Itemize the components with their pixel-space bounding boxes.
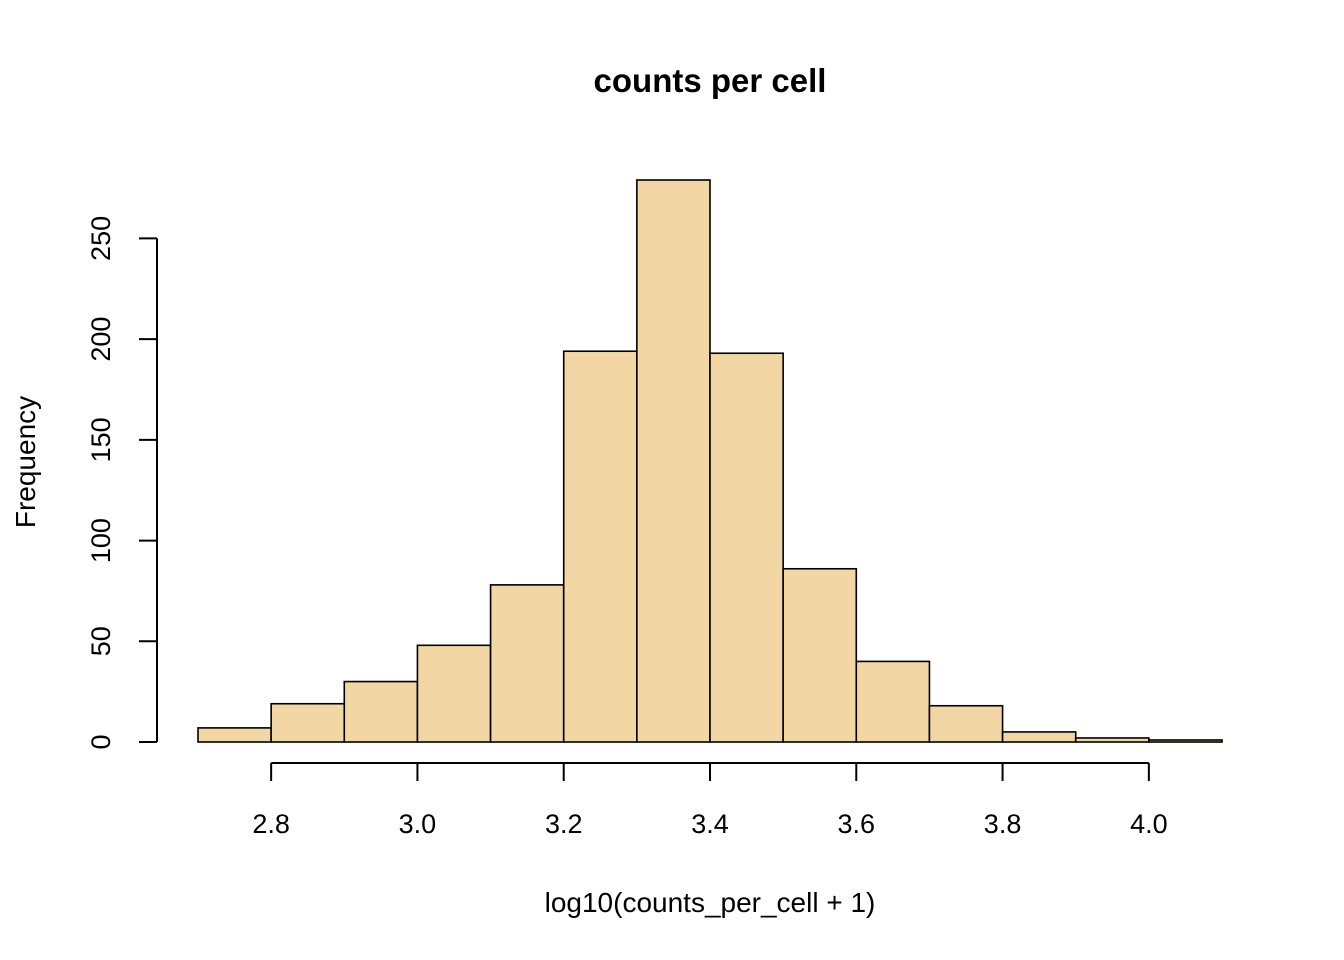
y-tick-label: 0 bbox=[86, 734, 116, 749]
y-axis-label: Frequency bbox=[10, 396, 41, 528]
histogram-bar bbox=[1148, 739, 1223, 743]
histogram-bar bbox=[197, 727, 272, 743]
histogram-bar bbox=[489, 584, 565, 743]
x-tick-label: 3.2 bbox=[545, 809, 583, 839]
x-tick-label: 3.0 bbox=[399, 809, 437, 839]
histogram-bar bbox=[270, 702, 346, 743]
x-tick-label: 3.8 bbox=[984, 809, 1022, 839]
x-tick-label: 3.4 bbox=[691, 809, 729, 839]
y-axis: 0 50 100 150 200 250 bbox=[86, 216, 158, 750]
histogram-bar bbox=[928, 704, 1004, 743]
chart-title: counts per cell bbox=[594, 62, 827, 99]
histogram-bar bbox=[709, 352, 784, 743]
y-tick-label: 100 bbox=[86, 518, 116, 563]
y-tick-label: 200 bbox=[86, 317, 116, 362]
histogram-bar bbox=[343, 680, 419, 743]
y-tick-label: 150 bbox=[86, 417, 116, 462]
histogram-bar bbox=[1001, 731, 1077, 743]
y-tick-label: 250 bbox=[86, 216, 116, 261]
histogram-bar bbox=[855, 660, 931, 743]
x-axis-label: log10(counts_per_cell + 1) bbox=[545, 887, 876, 918]
histogram-bar bbox=[1074, 737, 1150, 743]
histogram-bars bbox=[197, 179, 1223, 743]
histogram-bar bbox=[782, 567, 858, 743]
y-tick-label: 50 bbox=[86, 626, 116, 656]
x-tick-label: 3.6 bbox=[838, 809, 876, 839]
histogram-bar bbox=[416, 644, 492, 743]
histogram-bar bbox=[562, 350, 638, 743]
x-tick-label: 4.0 bbox=[1130, 809, 1168, 839]
x-axis: 2.8 3.0 3.2 3.4 3.6 3.8 4.0 bbox=[252, 762, 1168, 839]
x-tick-label: 2.8 bbox=[252, 809, 290, 839]
histogram-bar bbox=[636, 179, 711, 743]
